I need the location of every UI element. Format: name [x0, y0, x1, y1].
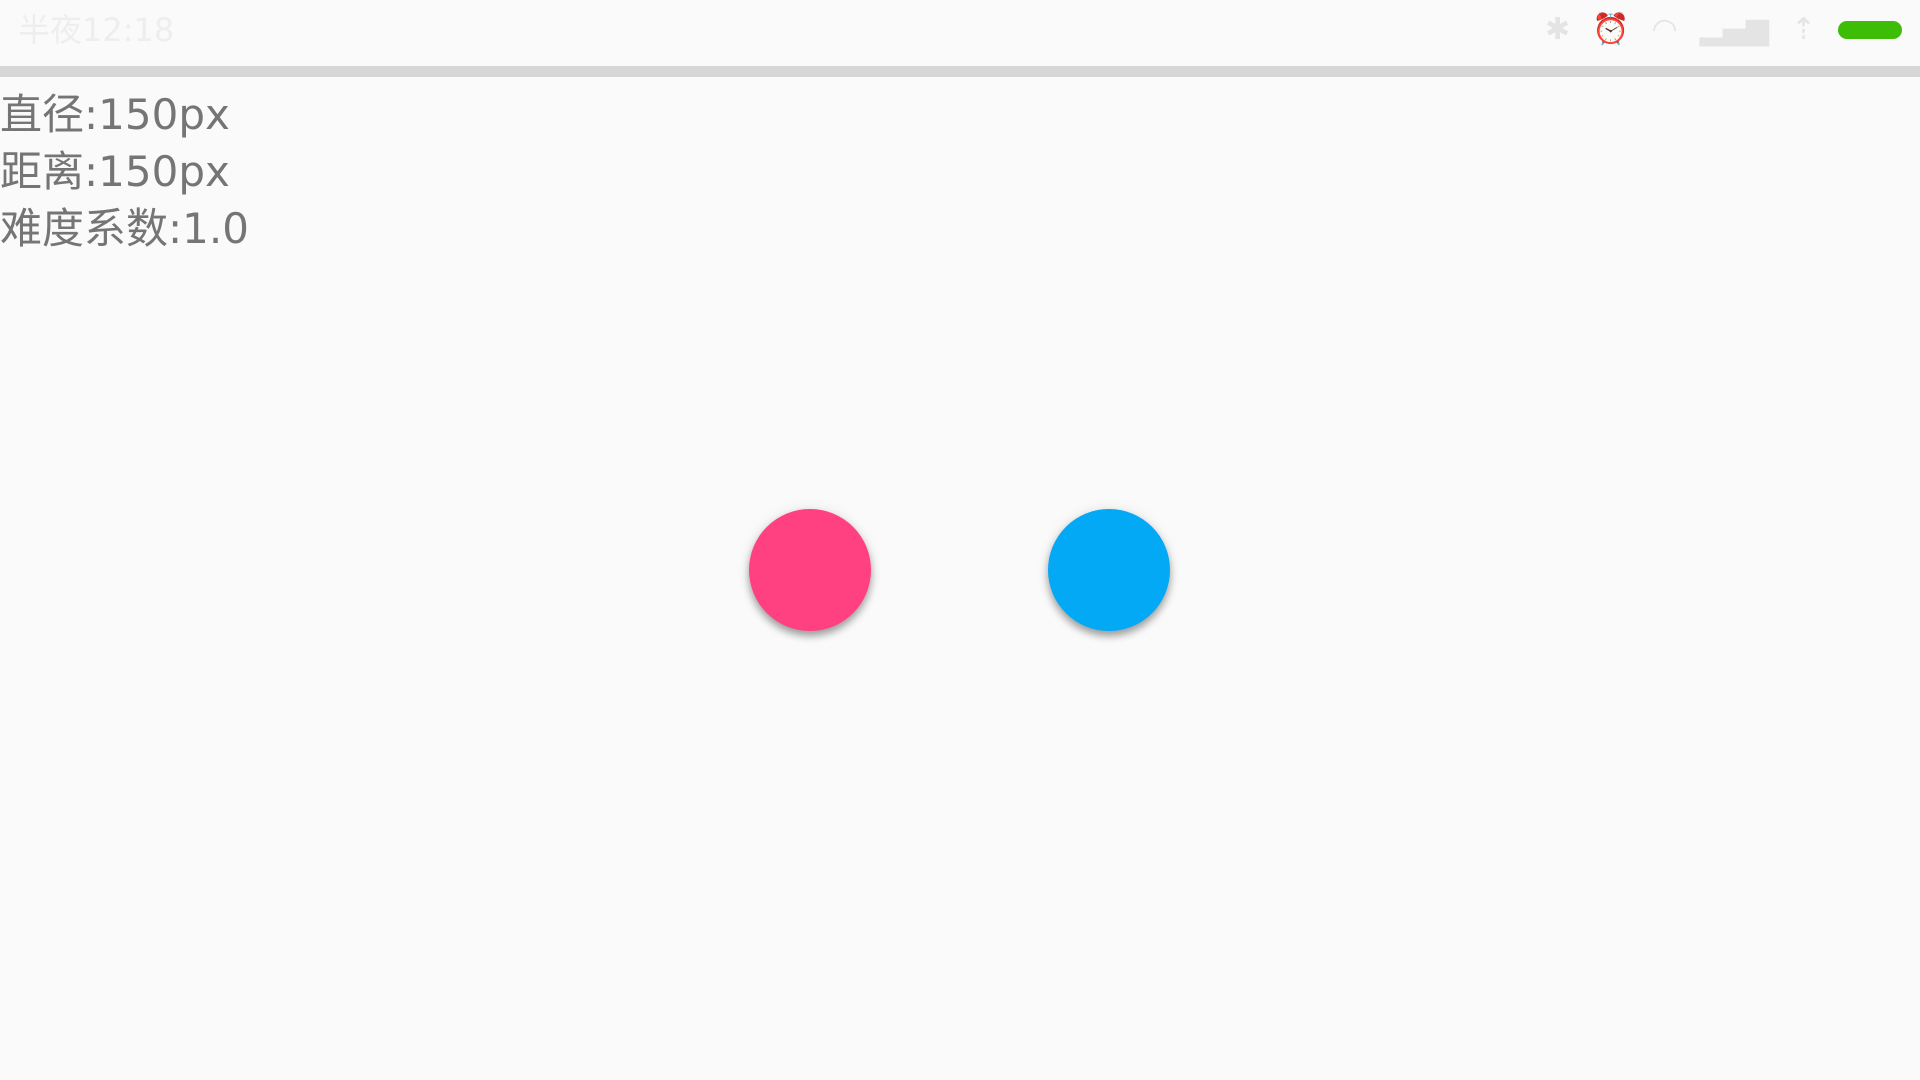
blue-ball[interactable] — [1048, 509, 1170, 631]
bluetooth-icon: ✱ — [1544, 12, 1571, 47]
battery-icon — [1838, 21, 1902, 39]
pink-ball[interactable] — [749, 509, 871, 631]
distance-label: 距离:150px — [0, 147, 230, 196]
status-time: 半夜12:18 — [18, 11, 175, 49]
wifi-icon: ◠ — [1651, 12, 1678, 47]
alarm-icon: ⏰ — [1592, 12, 1630, 47]
status-icons: ✱ ⏰ ◠ ▂▄▆ ⇡ — [1545, 12, 1902, 48]
diameter-label: 直径:150px — [0, 90, 230, 139]
charging-icon: ⇡ — [1790, 12, 1816, 47]
signal-icon: ▂▄▆ — [1699, 12, 1769, 47]
status-bar: 半夜12:18 ✱ ⏰ ◠ ▂▄▆ ⇡ — [0, 0, 1920, 66]
status-divider — [0, 66, 1920, 77]
info-panel: 直径:150px 距离:150px 难度系数:1.0 — [0, 86, 249, 257]
difficulty-label: 难度系数:1.0 — [0, 204, 249, 253]
